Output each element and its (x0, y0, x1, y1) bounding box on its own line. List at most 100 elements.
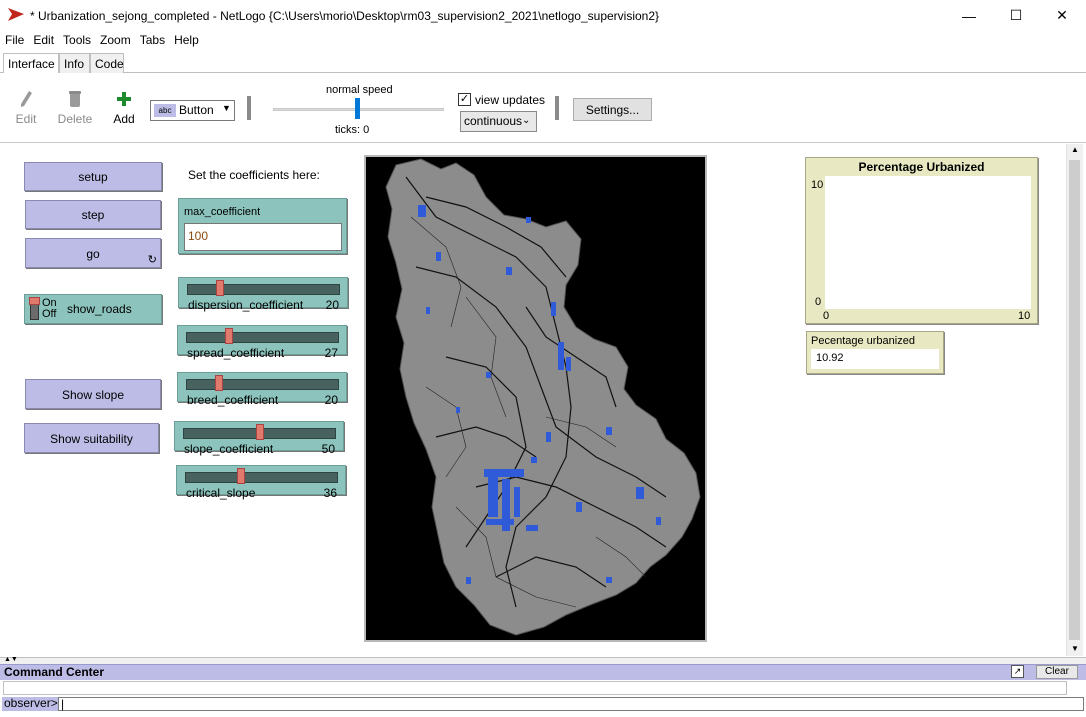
menu-help[interactable]: Help (174, 33, 199, 47)
input-label: max_coefficient (184, 206, 261, 218)
plot-title: Percentage Urbanized (858, 160, 985, 174)
title-bar: * Urbanization_sejong_completed - NetLog… (0, 0, 1086, 31)
critical-slope-slider[interactable]: critical_slope 36 (176, 465, 346, 500)
slider-value: 36 (323, 486, 337, 500)
window-title: * Urbanization_sejong_completed - NetLog… (30, 9, 660, 23)
edit-tool-button[interactable]: Edit (8, 90, 44, 126)
scrollbar-thumb[interactable] (1069, 160, 1080, 640)
slider-label: spread_coefficient (187, 346, 285, 360)
road-network (405, 176, 667, 608)
plot-canvas (825, 176, 1031, 309)
plot-x-min: 0 (823, 310, 830, 322)
slider-thumb[interactable] (216, 280, 224, 296)
dispersion-coefficient-slider[interactable]: dispersion_coefficient 20 (178, 277, 348, 312)
slope-coefficient-slider[interactable]: slope_coefficient 50 (174, 421, 344, 456)
coefficients-note: Set the coefficients here: (188, 168, 320, 182)
slider-label: critical_slope (186, 486, 256, 500)
slider-track (185, 472, 338, 483)
show-slope-button[interactable]: Show slope (25, 379, 161, 409)
plot-y-max: 10 (811, 179, 824, 191)
slider-track (187, 284, 340, 295)
maximize-button[interactable]: ☐ (1009, 7, 1023, 23)
add-tool-button[interactable]: Add (106, 90, 142, 126)
tab-info[interactable]: Info (59, 53, 90, 73)
switch-on-label: On (42, 297, 57, 309)
slider-value: 20 (325, 298, 339, 312)
close-button[interactable]: ✕ (1056, 7, 1068, 23)
command-center-header (0, 664, 1086, 680)
show-suitability-button[interactable]: Show suitability (24, 423, 159, 453)
slider-label: dispersion_coefficient (188, 298, 304, 312)
command-center-title: Command Center (4, 665, 105, 679)
switch-name: show_roads (67, 302, 132, 316)
breed-coefficient-slider[interactable]: breed_coefficient 20 (177, 372, 347, 407)
collapse-arrows-icon[interactable]: ▲▼ (4, 656, 18, 663)
update-mode-value: continuous (464, 114, 523, 128)
widget-type-select[interactable]: abc Button ▼ (150, 100, 235, 121)
command-output (3, 681, 1067, 695)
slider-value: 50 (321, 442, 335, 456)
speed-slider-thumb[interactable] (355, 98, 360, 119)
step-button[interactable]: step (25, 200, 161, 229)
agent-type-selector[interactable]: observer> (2, 696, 58, 711)
setup-button[interactable]: setup (24, 162, 162, 191)
menu-tools[interactable]: Tools (63, 33, 92, 47)
menu-bar: File Edit Tools Zoom Tabs Help (0, 31, 1086, 51)
button-widget-icon: abc (154, 104, 176, 117)
tab-code[interactable]: Code (90, 53, 124, 73)
pencil-icon (8, 90, 44, 112)
tab-strip: Interface Info Code (0, 53, 1086, 74)
chevron-down-icon: ⌄ (522, 115, 531, 126)
menu-tabs[interactable]: Tabs (139, 33, 166, 47)
minimize-button[interactable]: — (962, 7, 976, 24)
forever-loop-icon: ↻ (147, 254, 157, 266)
go-label: go (86, 247, 100, 261)
speed-label: normal speed (326, 84, 393, 96)
switch-thumb (29, 297, 40, 305)
plot-y-min: 0 (815, 296, 822, 308)
max-coefficient-input-widget: max_coefficient 100 (178, 198, 347, 254)
ticks-counter: ticks: 0 (335, 124, 370, 136)
spread-coefficient-slider[interactable]: spread_coefficient 27 (177, 325, 347, 360)
max-coefficient-input[interactable]: 100 (184, 223, 342, 251)
scroll-up-icon[interactable]: ▲ (1071, 145, 1079, 154)
add-label: Add (113, 112, 135, 126)
netlogo-logo-icon (8, 8, 24, 21)
toolbar: Edit Delete Add abc Button ▼ normal spee… (0, 73, 1086, 143)
trash-icon (57, 90, 93, 112)
go-button[interactable]: go ↻ (25, 238, 161, 268)
command-center-divider[interactable]: ▲▼ (0, 656, 1086, 665)
show-roads-switch[interactable]: On Off show_roads (24, 294, 162, 324)
world-view[interactable] (364, 155, 707, 642)
command-input[interactable]: | (58, 697, 1084, 711)
vertical-scrollbar[interactable]: ▲ ▼ (1066, 144, 1083, 656)
plot-x-max: 10 (1018, 310, 1031, 322)
toolbar-separator (247, 96, 251, 120)
scroll-down-icon[interactable]: ▼ (1071, 644, 1079, 653)
slider-track (186, 332, 339, 343)
urbanization-map (366, 157, 705, 640)
slider-thumb[interactable] (237, 468, 246, 484)
slider-value: 27 (324, 346, 338, 360)
slider-track (186, 379, 339, 390)
menu-edit[interactable]: Edit (33, 33, 55, 47)
widget-type-value: Button (179, 103, 214, 117)
switch-off-label: Off (42, 308, 57, 320)
slider-thumb[interactable] (255, 424, 264, 440)
toolbar-separator (555, 96, 559, 120)
chevron-down-icon: ▼ (222, 103, 231, 113)
update-mode-select[interactable]: continuous ⌄ (460, 111, 537, 132)
expand-icon[interactable]: ↗ (1011, 665, 1024, 678)
view-updates-checkbox[interactable]: ✓ (458, 93, 471, 106)
tab-interface[interactable]: Interface (3, 53, 59, 74)
percentage-urbanized-plot: Percentage Urbanized 10 0 0 10 (805, 157, 1038, 324)
edit-label: Edit (15, 112, 37, 126)
menu-file[interactable]: File (5, 33, 25, 47)
slider-thumb[interactable] (215, 375, 223, 391)
settings-button[interactable]: Settings... (573, 98, 652, 121)
plus-icon (106, 90, 142, 112)
clear-button[interactable]: Clear (1036, 665, 1078, 679)
delete-tool-button[interactable]: Delete (57, 90, 93, 126)
menu-zoom[interactable]: Zoom (100, 33, 131, 47)
slider-thumb[interactable] (225, 328, 234, 344)
